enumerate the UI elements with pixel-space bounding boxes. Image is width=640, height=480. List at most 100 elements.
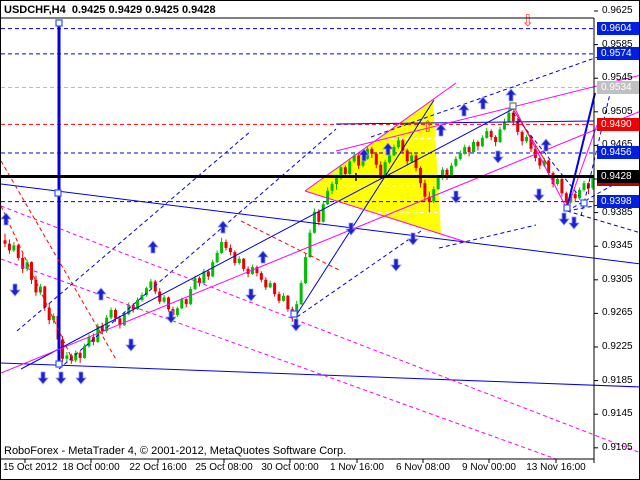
candle	[273, 283, 277, 295]
fractal-arrow-down[interactable]	[290, 318, 302, 332]
fractal-arrow-down[interactable]	[450, 190, 462, 204]
fractal-arrow-up[interactable]	[435, 123, 447, 137]
trendline[interactable]	[335, 120, 595, 125]
trendline[interactable]	[304, 190, 467, 243]
candle	[343, 167, 347, 174]
selection-handle[interactable]	[509, 102, 517, 110]
fractal-arrow-down[interactable]	[568, 216, 580, 230]
trendline[interactable]	[20, 108, 514, 370]
trendline[interactable]	[58, 128, 337, 370]
candle	[140, 294, 144, 300]
candle	[525, 137, 529, 142]
price-tick-label: 0.9185	[602, 374, 633, 386]
fractal-arrow-up[interactable]	[358, 148, 370, 162]
trendline[interactable]	[1, 258, 557, 460]
red-arrow-up[interactable]: ⇧	[421, 117, 434, 136]
trendline[interactable]	[296, 99, 435, 315]
selection-handle[interactable]	[580, 199, 588, 207]
trendline[interactable]	[1, 111, 640, 374]
trendline[interactable]	[566, 124, 598, 210]
candle	[312, 211, 316, 233]
candle	[405, 150, 409, 162]
trendline[interactable]	[1, 160, 118, 362]
selection-handle[interactable]	[563, 204, 571, 212]
selection-handle[interactable]	[55, 19, 63, 27]
candle	[180, 299, 184, 309]
trendline[interactable]	[370, 52, 610, 138]
candle	[529, 137, 533, 149]
candle	[388, 155, 392, 163]
candle	[317, 211, 321, 222]
fractal-arrow-down[interactable]	[558, 212, 570, 226]
candle	[34, 279, 38, 293]
fractal-arrow-down[interactable]	[9, 283, 21, 297]
time-tick-label: 6 Nov 08:00	[396, 462, 450, 473]
levels-layer	[1, 28, 594, 203]
fractal-arrow-up[interactable]	[477, 96, 489, 110]
price-tick-label: 0.9625	[602, 5, 633, 16]
fractal-arrow-up[interactable]	[147, 240, 159, 254]
fractal-arrow-up[interactable]	[505, 88, 517, 102]
fractal-arrow-up[interactable]	[382, 142, 394, 156]
candle	[114, 310, 117, 319]
candle	[454, 158, 458, 166]
price-tick-label: 0.9385	[602, 206, 633, 218]
trendline[interactable]	[512, 104, 568, 210]
candle	[449, 165, 453, 177]
trendline[interactable]	[438, 224, 537, 249]
candle	[65, 355, 69, 359]
fractal-arrow-up[interactable]	[217, 220, 229, 234]
trendline[interactable]	[1, 205, 640, 453]
red-arrow-down[interactable]: ⇩	[521, 11, 534, 30]
trendline[interactable]	[566, 210, 640, 233]
trendline[interactable]	[580, 80, 614, 217]
candle	[498, 129, 502, 143]
trendline[interactable]	[566, 92, 596, 209]
fractal-arrow-up[interactable]	[1, 212, 12, 226]
candle	[591, 176, 595, 189]
fractal-arrow-up[interactable]	[257, 250, 269, 264]
trendline[interactable]	[1, 205, 74, 362]
selection-handle[interactable]	[290, 310, 298, 318]
fractal-arrow-down[interactable]	[245, 288, 257, 302]
candle	[304, 257, 308, 284]
candle	[281, 295, 285, 301]
candle	[3, 240, 7, 244]
trendline[interactable]	[1, 362, 640, 388]
fractal-arrow-down[interactable]	[75, 371, 87, 385]
fractal-arrow-down[interactable]	[533, 188, 545, 202]
fractal-arrow-down[interactable]	[125, 338, 137, 352]
fractal-arrow-down[interactable]	[492, 150, 504, 164]
trendline[interactable]	[16, 130, 252, 332]
candle	[427, 196, 431, 202]
fractal-arrow-up[interactable]	[95, 287, 107, 301]
candle	[109, 310, 113, 318]
fractal-arrow-down[interactable]	[165, 310, 177, 324]
candle	[12, 245, 16, 251]
candle	[485, 131, 489, 138]
selection-handle[interactable]	[54, 189, 62, 197]
trendline[interactable]	[512, 108, 550, 168]
fractal-arrow-down[interactable]	[407, 232, 419, 246]
fractal-arrow-down[interactable]	[55, 371, 67, 385]
candle	[228, 247, 232, 253]
fractal-arrow-up[interactable]	[540, 138, 552, 152]
trendline[interactable]	[335, 74, 640, 152]
fractal-arrow-down[interactable]	[37, 371, 49, 385]
price-tick-label: 0.9585	[602, 38, 633, 50]
price-tick-label: 0.9465	[602, 139, 633, 151]
candle	[167, 297, 171, 310]
trendline[interactable]	[304, 82, 457, 192]
price-tick-label: 0.9305	[602, 273, 633, 285]
fractal-arrow-down[interactable]	[345, 222, 357, 236]
fractal-arrow-up[interactable]	[458, 103, 470, 117]
trendline[interactable]	[240, 220, 342, 272]
candle	[348, 161, 352, 174]
fractal-arrow-down[interactable]	[390, 258, 402, 272]
trendline[interactable]	[1, 183, 640, 265]
candle	[494, 137, 498, 143]
selection-handle[interactable]	[55, 360, 63, 368]
candle	[268, 283, 272, 288]
